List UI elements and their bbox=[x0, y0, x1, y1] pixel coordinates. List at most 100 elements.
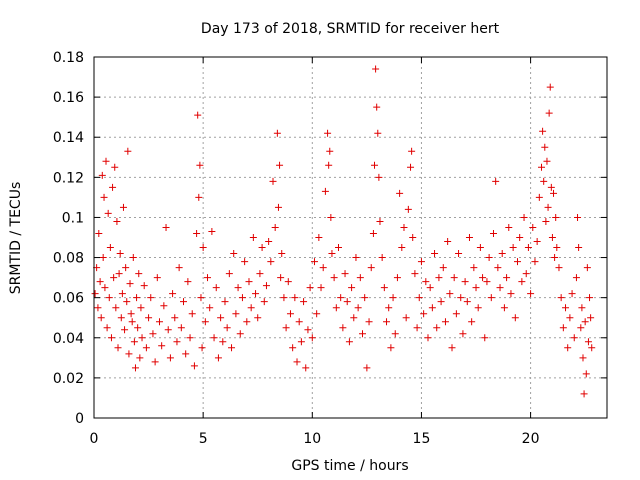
data-point bbox=[422, 278, 430, 286]
data-point bbox=[588, 344, 596, 352]
y-tick-label: 0.18 bbox=[53, 50, 84, 66]
data-point bbox=[101, 284, 109, 292]
data-point bbox=[128, 318, 136, 326]
data-point bbox=[106, 244, 114, 252]
data-point bbox=[291, 294, 299, 302]
data-point bbox=[113, 217, 121, 225]
data-point bbox=[476, 244, 484, 252]
data-point bbox=[452, 310, 460, 318]
data-point bbox=[315, 234, 323, 241]
data-point bbox=[326, 147, 334, 155]
data-point bbox=[91, 290, 99, 298]
data-point bbox=[300, 298, 308, 306]
data-point bbox=[457, 294, 465, 302]
data-point bbox=[374, 129, 382, 137]
y-tick-label: 0.16 bbox=[53, 90, 84, 106]
data-point bbox=[411, 270, 419, 278]
data-point bbox=[546, 83, 554, 91]
data-point bbox=[372, 65, 380, 73]
data-point bbox=[95, 229, 103, 237]
data-point bbox=[431, 250, 439, 258]
data-point bbox=[293, 358, 301, 366]
data-point bbox=[535, 193, 543, 201]
data-point bbox=[277, 274, 285, 282]
data-point bbox=[583, 264, 591, 272]
data-point bbox=[483, 278, 491, 286]
data-point bbox=[102, 157, 110, 165]
data-point bbox=[350, 314, 358, 322]
data-point bbox=[306, 284, 314, 292]
data-point bbox=[574, 213, 582, 221]
data-point bbox=[164, 326, 172, 334]
data-point bbox=[138, 334, 146, 342]
data-point bbox=[437, 298, 445, 306]
data-point bbox=[522, 270, 530, 278]
data-point bbox=[459, 330, 467, 338]
data-point bbox=[463, 298, 471, 306]
y-tick-label: 0.12 bbox=[53, 170, 84, 186]
data-point bbox=[208, 227, 216, 235]
data-point bbox=[104, 209, 112, 217]
data-point bbox=[334, 244, 342, 252]
data-point bbox=[313, 310, 321, 318]
data-point bbox=[153, 274, 161, 282]
data-point bbox=[400, 223, 408, 231]
data-point bbox=[579, 354, 587, 362]
data-point bbox=[568, 290, 576, 298]
data-point bbox=[580, 390, 588, 398]
data-point bbox=[337, 294, 345, 302]
data-point bbox=[544, 203, 552, 211]
ticks-layer: 0 5 10 15 20 0 0.02 0.04 0.06 0.08 0.1 0.12 0.14 0.16… bbox=[53, 50, 607, 447]
data-point bbox=[341, 270, 349, 278]
data-point bbox=[441, 318, 449, 326]
data-point bbox=[103, 324, 111, 332]
data-point bbox=[97, 314, 105, 322]
data-point bbox=[269, 177, 277, 185]
data-point bbox=[420, 310, 428, 318]
data-point bbox=[552, 213, 560, 221]
data-point bbox=[169, 290, 177, 298]
data-point bbox=[190, 362, 198, 370]
data-point bbox=[564, 344, 572, 352]
data-point bbox=[99, 254, 107, 262]
data-point bbox=[487, 294, 495, 302]
data-point bbox=[245, 278, 253, 286]
data-point bbox=[243, 318, 251, 326]
y-tick-label: 0.02 bbox=[53, 371, 84, 387]
data-point bbox=[328, 250, 336, 258]
data-point bbox=[221, 298, 229, 306]
data-point bbox=[503, 274, 511, 282]
data-point bbox=[123, 298, 131, 306]
data-point bbox=[112, 304, 120, 312]
data-point bbox=[201, 318, 209, 326]
data-point bbox=[330, 274, 338, 282]
data-point bbox=[559, 324, 567, 332]
data-point bbox=[265, 238, 273, 246]
data-point bbox=[238, 294, 246, 302]
y-tick-label: 0.1 bbox=[62, 210, 84, 226]
plot-frame bbox=[93, 56, 608, 419]
data-point bbox=[511, 314, 519, 322]
data-point bbox=[171, 314, 179, 322]
data-point bbox=[415, 294, 423, 302]
data-point bbox=[380, 284, 388, 292]
data-point bbox=[498, 250, 506, 258]
data-point bbox=[332, 304, 340, 312]
data-point bbox=[117, 314, 125, 322]
data-point bbox=[489, 229, 497, 237]
data-point bbox=[188, 310, 196, 318]
data-point bbox=[186, 334, 194, 342]
data-point bbox=[228, 344, 236, 352]
y-axis-label: SRMTID / TECUs bbox=[8, 182, 24, 295]
data-point bbox=[435, 274, 443, 282]
data-point bbox=[267, 258, 275, 266]
data-point bbox=[223, 324, 231, 332]
data-point bbox=[133, 294, 141, 302]
data-point bbox=[135, 270, 143, 278]
data-point bbox=[274, 203, 282, 211]
data-point bbox=[225, 270, 233, 278]
data-point bbox=[507, 290, 515, 298]
data-point bbox=[96, 278, 104, 286]
data-point bbox=[433, 324, 441, 332]
data-point bbox=[262, 282, 270, 290]
